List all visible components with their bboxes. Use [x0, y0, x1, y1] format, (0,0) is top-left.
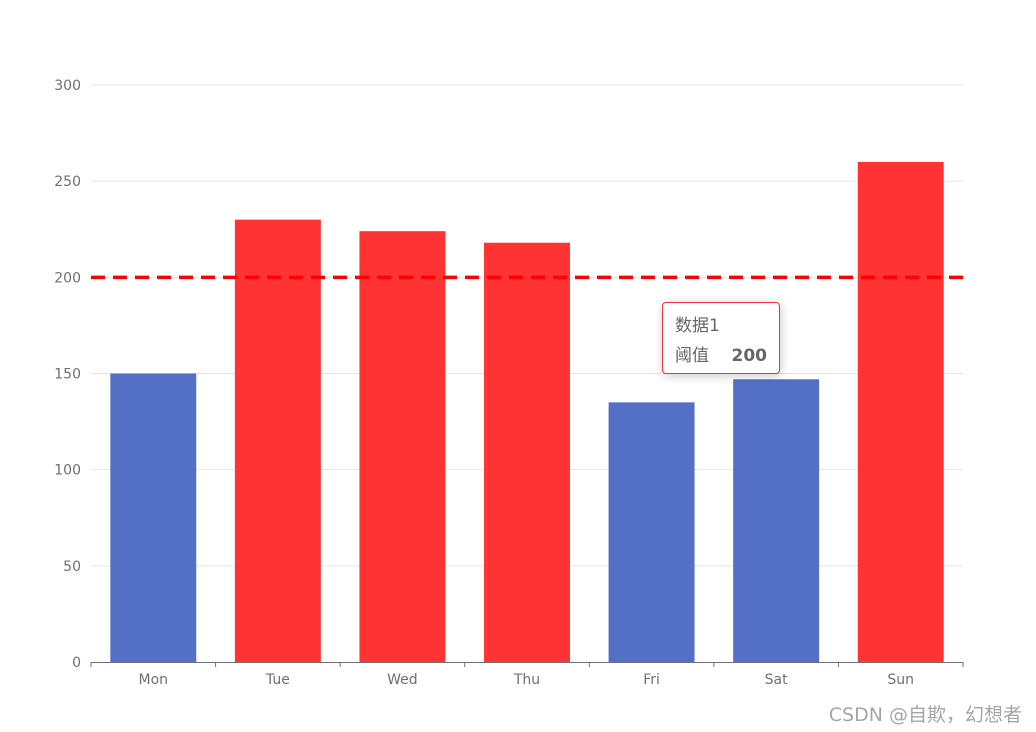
bar-mon[interactable]	[110, 373, 197, 663]
x-tick-label: Mon	[139, 672, 169, 688]
x-tick-label: Wed	[387, 672, 418, 688]
y-tick-label: 100	[54, 463, 81, 479]
bar-sat[interactable]	[733, 379, 820, 662]
bars	[110, 161, 944, 663]
tooltip-value-row: 阈值 200	[675, 341, 767, 371]
bar-tue[interactable]	[234, 219, 321, 662]
bar-thu[interactable]	[484, 242, 570, 663]
tooltip-value: 200	[731, 346, 768, 366]
y-tick-label: 0	[72, 655, 81, 671]
tooltip-label: 阈值	[675, 346, 709, 366]
x-tick-label: Tue	[265, 672, 290, 688]
tooltip: 数据1 阈值 200	[662, 302, 780, 374]
x-tick-label: Sun	[887, 672, 914, 688]
tooltip-title: 数据1	[675, 316, 720, 336]
y-tick-label: 300	[54, 78, 81, 94]
y-tick-label: 150	[54, 367, 81, 383]
y-axis-tick-labels: 0 50 100 150 200 250 300	[54, 78, 81, 671]
y-tick-label: 250	[54, 174, 81, 190]
bar-fri[interactable]	[608, 402, 695, 662]
watermark: CSDN @自欺，幻想者	[828, 704, 1022, 726]
x-tick-label: Fri	[643, 672, 660, 688]
bar-sun[interactable]	[857, 161, 944, 662]
tooltip-title-row: 数据1	[675, 311, 767, 341]
y-tick-label: 200	[54, 270, 81, 286]
bar-wed[interactable]	[359, 231, 446, 662]
y-tick-label: 50	[63, 559, 81, 575]
x-axis: Mon Tue Wed Thu Fri Sat Sun	[90, 662, 964, 688]
x-tick-label: Thu	[513, 672, 540, 688]
x-tick-label: Sat	[765, 672, 788, 688]
